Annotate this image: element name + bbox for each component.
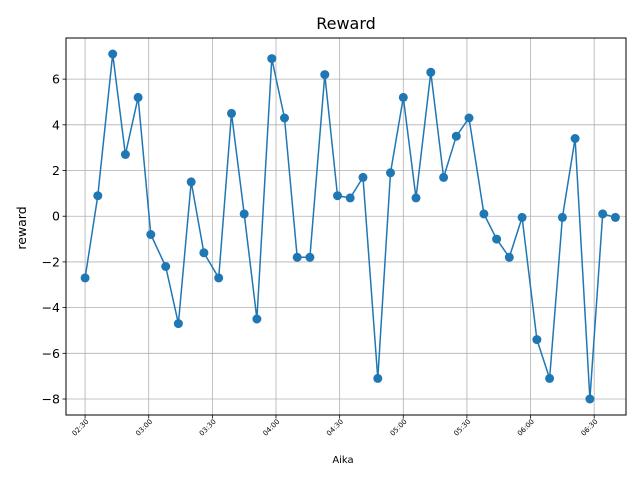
data-point	[570, 134, 580, 143]
y-axis: −8 −6 −4 −2 0 2 4 6	[42, 72, 66, 407]
data-point	[386, 168, 395, 178]
data-point	[451, 131, 461, 141]
y-tick-label: −4	[42, 300, 60, 315]
data-point	[227, 108, 236, 118]
grid	[66, 38, 626, 415]
data-point	[93, 191, 103, 201]
series-layer	[80, 49, 620, 404]
data-point	[108, 49, 118, 59]
data-point	[610, 212, 620, 222]
data-point	[280, 113, 289, 123]
data-point	[557, 212, 567, 222]
data-point	[292, 252, 302, 262]
data-point	[492, 234, 502, 244]
data-point	[146, 230, 156, 239]
data-point	[186, 177, 196, 187]
chart-title: Reward	[316, 14, 376, 33]
y-axis-label: reward	[14, 206, 29, 249]
data-point	[545, 373, 555, 383]
data-point	[517, 212, 527, 222]
data-point	[398, 92, 408, 102]
data-point	[532, 335, 542, 345]
y-tick-label: −2	[42, 254, 60, 269]
data-point	[133, 92, 143, 102]
data-point	[426, 67, 436, 77]
data-point	[598, 209, 608, 219]
x-axis-label: Aika	[332, 455, 353, 466]
data-point	[411, 193, 421, 203]
y-tick-label: 4	[52, 117, 60, 132]
data-point	[214, 273, 224, 283]
y-tick-label: 2	[52, 163, 60, 178]
data-point	[305, 252, 315, 262]
data-point	[199, 248, 209, 258]
data-point	[464, 113, 474, 123]
data-point	[252, 314, 262, 324]
y-tick-label: −8	[42, 392, 60, 407]
data-point	[161, 262, 171, 271]
y-tick-label: 6	[52, 72, 60, 87]
data-point	[373, 373, 383, 383]
data-point	[320, 70, 330, 80]
data-point	[345, 193, 355, 203]
data-point	[358, 172, 368, 182]
data-point	[267, 54, 277, 64]
y-tick-label: 0	[52, 209, 60, 224]
data-point	[333, 191, 342, 201]
data-point	[439, 172, 449, 182]
data-point	[120, 150, 130, 159]
data-point	[173, 319, 183, 329]
plot-frame	[65, 37, 627, 416]
data-point	[504, 252, 514, 262]
data-point	[585, 394, 595, 404]
data-point	[479, 209, 489, 219]
y-tick-label: −6	[42, 346, 60, 361]
data-point	[239, 209, 249, 219]
data-point	[80, 273, 90, 283]
